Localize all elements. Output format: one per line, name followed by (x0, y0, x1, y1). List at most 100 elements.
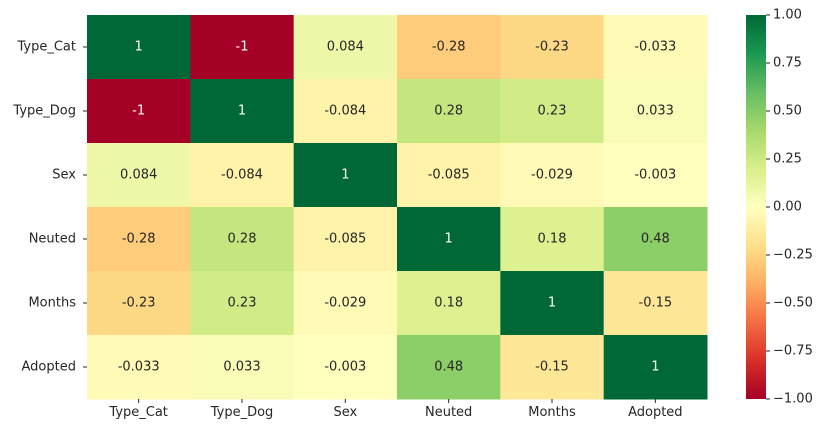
heatmap-cell-Adopted-Months (500, 335, 605, 400)
heatmap-cell-Sex-Adopted (603, 143, 708, 208)
x-axis: Type_Cat Type_Dog Sex Neuted Months Adopted (108, 399, 683, 420)
heatmap-cell-Type_Cat-Neuted (397, 15, 501, 80)
heatmap-cell-Neuted-Type_Cat (87, 207, 191, 272)
heatmap-cell-Sex-Sex (293, 143, 398, 208)
x-tick-label: Type_Cat (108, 405, 168, 420)
cell-annotation: -0.029 (324, 296, 366, 311)
heatmap-cell-Type_Dog-Months (500, 79, 605, 144)
cell-annotation: -0.084 (221, 168, 263, 183)
cell-annotation: 0.28 (434, 104, 463, 119)
cell-annotation: -0.003 (324, 360, 366, 375)
y-tick-label: Type_Dog (12, 104, 76, 119)
x-tick-label: Neuted (425, 405, 472, 420)
heatmap-cell-Adopted-Type_Cat (87, 335, 191, 400)
cell-annotation: 1 (135, 40, 143, 55)
heatmap-cell-Months-Neuted (397, 271, 501, 336)
y-axis: Type_Cat Type_Dog Sex Neuted Months Adopted (12, 40, 87, 375)
heatmap-cell-Neuted-Months (500, 207, 605, 272)
heatmap-cell-Type_Dog-Type_Cat (87, 79, 191, 144)
cell-annotation: -0.15 (639, 296, 673, 311)
cell-annotation: -0.23 (122, 296, 156, 311)
cell-annotation: 0.18 (538, 232, 567, 247)
x-tick-label: Months (528, 405, 576, 420)
cell-annotation: 1 (651, 360, 659, 375)
x-tick-label: Type_Dog (210, 405, 274, 420)
cell-annotation: 0.23 (538, 104, 567, 119)
cell-annotation: 0.033 (223, 360, 260, 375)
heatmap-cell-Type_Dog-Adopted (603, 79, 708, 144)
heatmap-cell-Type_Cat-Sex (293, 15, 398, 80)
cell-annotation: -0.085 (324, 232, 366, 247)
cell-annotation: -0.084 (324, 104, 366, 119)
heatmap-cell-Neuted-Type_Dog (190, 207, 295, 272)
heatmap-cell-Type_Dog-Neuted (397, 79, 501, 144)
heatmap-cell-Type_Dog-Sex (293, 79, 398, 144)
heatmap-annotations: 1 -1 0.084 -0.28 -0.23 -0.033 -1 1 -0.084 0.28 0.2… (118, 40, 677, 375)
heatmap-cell-Type_Cat-Type_Dog (190, 15, 295, 80)
cell-annotation: -0.029 (531, 168, 573, 183)
heatmap-cell-Type_Cat-Type_Cat (87, 15, 191, 80)
heatmap-cell-Adopted-Adopted (603, 335, 708, 400)
cell-annotation: -0.28 (432, 40, 466, 55)
cell-annotation: -1 (236, 40, 249, 55)
cell-annotation: -0.003 (634, 168, 676, 183)
cell-annotation: 0.033 (637, 104, 674, 119)
cell-annotation: 0.084 (120, 168, 157, 183)
heatmap-cell-Type_Cat-Months (500, 15, 605, 80)
cell-annotation: 0.28 (228, 232, 257, 247)
cell-annotation: -1 (132, 104, 145, 119)
colorbar-gradient (746, 15, 766, 399)
cell-annotation: 1 (445, 232, 453, 247)
heatmap-cell-Sex-Neuted (397, 143, 501, 208)
heatmap-cell-Months-Type_Cat (87, 271, 191, 336)
heatmap-cell-Adopted-Sex (293, 335, 398, 400)
cell-annotation: -0.085 (428, 168, 470, 183)
colorbar-tick-label: 0.50 (773, 104, 802, 119)
cell-annotation: 1 (238, 104, 246, 119)
heatmap-cell-Months-Type_Dog (190, 271, 295, 336)
heatmap-cell-Months-Sex (293, 271, 398, 336)
y-tick-label: Neuted (29, 232, 76, 247)
y-tick-label: Type_Cat (17, 40, 77, 55)
heatmap-cell-Adopted-Type_Dog (190, 335, 295, 400)
x-tick-label: Adopted (628, 405, 682, 420)
colorbar-tick-label: −0.25 (773, 248, 813, 263)
cell-annotation: -0.28 (122, 232, 156, 247)
cell-annotation: 1 (548, 296, 556, 311)
cell-annotation: 0.18 (434, 296, 463, 311)
heatmap-cell-Type_Dog-Type_Dog (190, 79, 295, 144)
heatmap-cell-Months-Adopted (603, 271, 708, 336)
colorbar-tick-label: −0.75 (773, 344, 813, 359)
y-tick-label: Sex (52, 168, 76, 183)
colorbar: 1.00 0.75 0.50 0.25 0.00 −0.25 −0.50 −0.75 −1.00 (746, 8, 813, 407)
heatmap-cell-Neuted-Sex (293, 207, 398, 272)
heatmap-cell-Adopted-Neuted (397, 335, 501, 400)
heatmap-cell-Neuted-Neuted (397, 207, 501, 272)
colorbar-tick-label: 0.25 (773, 152, 802, 167)
cell-annotation: -0.033 (634, 40, 676, 55)
cell-annotation: -0.033 (118, 360, 160, 375)
cell-annotation: 0.084 (327, 40, 364, 55)
colorbar-tick-label: 0.00 (773, 200, 802, 215)
y-tick-label: Months (28, 296, 76, 311)
heatmap-cells (87, 15, 708, 400)
cell-annotation: 0.23 (228, 296, 257, 311)
colorbar-tick-label: −1.00 (773, 392, 813, 407)
colorbar-tick-label: 0.75 (773, 56, 802, 71)
cell-annotation: -0.15 (535, 360, 569, 375)
x-tick-label: Sex (333, 405, 357, 420)
heatmap-cell-Months-Months (500, 271, 605, 336)
colorbar-tick-label: −0.50 (773, 296, 813, 311)
heatmap-cell-Sex-Type_Dog (190, 143, 295, 208)
heatmap-cell-Sex-Type_Cat (87, 143, 191, 208)
heatmap-cell-Sex-Months (500, 143, 605, 208)
cell-annotation: -0.23 (535, 40, 569, 55)
cell-annotation: 1 (341, 168, 349, 183)
cell-annotation: 0.48 (434, 360, 463, 375)
heatmap-cell-Neuted-Adopted (603, 207, 708, 272)
heatmap-cell-Type_Cat-Adopted (603, 15, 708, 80)
colorbar-tick-label: 1.00 (773, 8, 802, 23)
cell-annotation: 0.48 (641, 232, 670, 247)
y-tick-label: Adopted (22, 360, 76, 375)
